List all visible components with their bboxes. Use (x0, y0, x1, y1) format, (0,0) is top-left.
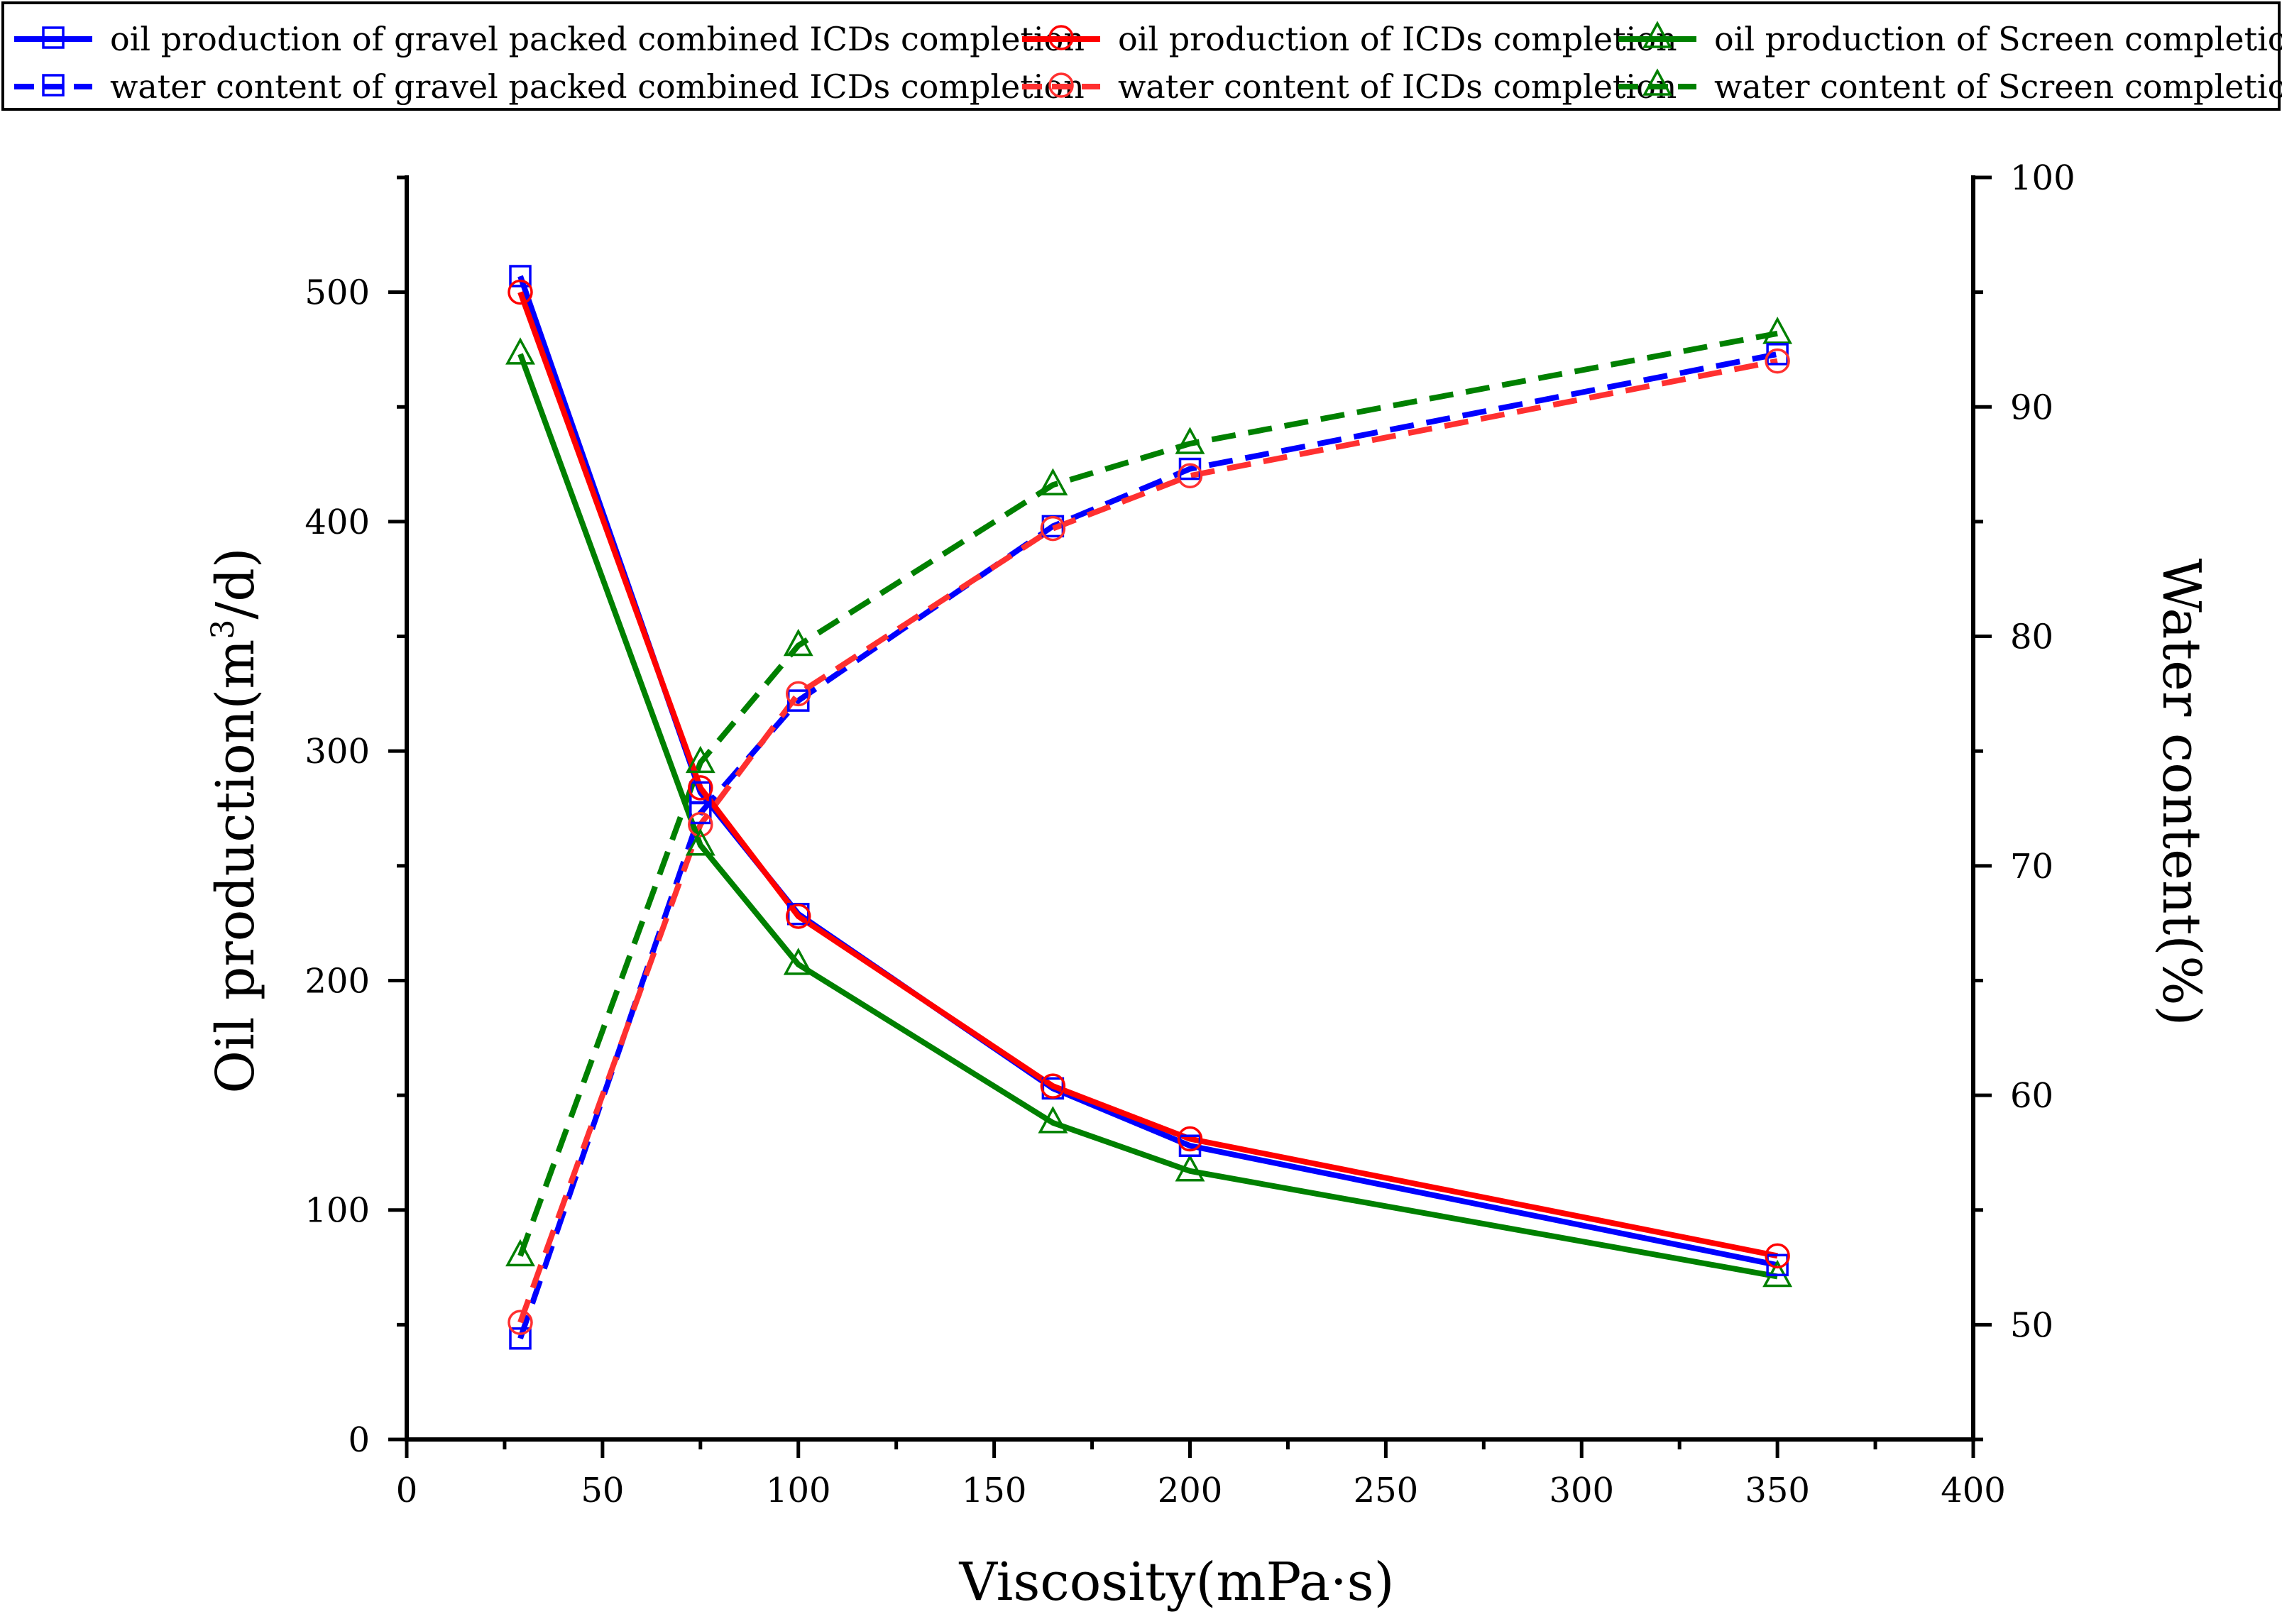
left-tick-label: 200 (305, 961, 370, 1001)
right-tick-label: 60 (2010, 1076, 2053, 1116)
right-tick-label: 70 (2010, 847, 2053, 887)
right-tick-label: 80 (2010, 618, 2053, 657)
legend-marker-6 (1642, 68, 1672, 96)
x-tick-label: 400 (1941, 1471, 2006, 1510)
axes: 0 50 100 150 200 250 300 350 400 0 100 200 300 400 500… (305, 158, 2075, 1510)
data-point-series-6 (1762, 317, 1793, 344)
data-point-series-5 (1765, 348, 1790, 374)
data-point-series-2 (1177, 1126, 1203, 1152)
data-point-series-2 (1040, 1073, 1066, 1099)
data-point-series-6 (505, 1239, 535, 1267)
left-axis-title-sup: 3 (205, 620, 241, 640)
data-point-series-5 (786, 681, 811, 707)
legend-marker-2 (1048, 25, 1074, 50)
legend-marker-3 (1642, 21, 1672, 48)
data-point-series-2 (786, 904, 811, 929)
left-tick-label: 400 (305, 503, 370, 542)
left-axis-title-base: Oil production(m (205, 640, 266, 1094)
right-tick-label: 50 (2010, 1305, 2053, 1345)
left-axis-title-tail: /d) (205, 547, 266, 619)
right-tick-label: 90 (2010, 388, 2053, 427)
right-tick-label: 100 (2010, 158, 2075, 198)
data-point-series-6 (783, 628, 813, 657)
data-point-series-2 (1765, 1243, 1790, 1269)
data-point-series-5 (688, 811, 713, 838)
data-point-series-2 (688, 775, 713, 801)
data-point-series-6 (685, 745, 715, 774)
series-line-2 (517, 291, 1778, 1259)
x-axis-title: Viscosity(mPa·s) (959, 1552, 1395, 1613)
data-point-series-4 (509, 1327, 532, 1350)
data-point-series-3 (505, 337, 535, 365)
legend-label-5: water content of ICDs completion (1118, 67, 1677, 106)
left-tick-label: 0 (348, 1420, 370, 1460)
x-tick-label: 200 (1158, 1471, 1223, 1510)
series-line-6 (517, 330, 1778, 1257)
legend-marker-4 (42, 74, 65, 97)
legend-marker-5 (1048, 72, 1074, 98)
left-tick-label: 300 (305, 732, 370, 772)
data-point-series-3 (685, 828, 715, 856)
x-tick-label: 100 (766, 1471, 831, 1510)
data-point-series-5 (1040, 515, 1066, 542)
x-tick-label: 150 (962, 1471, 1027, 1510)
plot-area (505, 265, 1793, 1350)
x-tick-label: 250 (1354, 1471, 1419, 1510)
right-axis-title: Water content(%) (2151, 559, 2212, 1026)
legend-box (1, 1, 2281, 111)
data-point-series-5 (508, 1310, 533, 1335)
data-point-series-2 (508, 279, 533, 305)
data-point-series-1 (1766, 1253, 1789, 1277)
data-point-series-3 (783, 948, 813, 975)
left-tick-label: 100 (305, 1191, 370, 1231)
series-line-3 (517, 353, 1778, 1280)
data-point-series-1 (509, 265, 532, 287)
legend: oil production of gravel packed combined… (1, 1, 2282, 111)
legend-label-2: oil production of ICDs completion (1118, 20, 1677, 58)
data-point-series-3 (1038, 1106, 1068, 1134)
left-tick-label: 500 (305, 273, 370, 313)
x-tick-label: 350 (1745, 1471, 1810, 1510)
data-point-series-6 (1175, 427, 1205, 454)
left-axis-title: Oil production(m3/d) (205, 547, 266, 1093)
data-point-series-5 (1177, 463, 1203, 489)
x-tick-label: 300 (1549, 1471, 1614, 1510)
data-point-series-6 (1038, 468, 1068, 495)
legend-label-3: oil production of Screen completion (1714, 20, 2282, 58)
legend-label-4: water content of gravel packed combined … (110, 67, 1085, 106)
legend-marker-1 (42, 26, 65, 49)
legend-label-6: water content of Screen completion (1714, 67, 2282, 106)
legend-label-1: oil production of gravel packed combined… (110, 20, 1085, 58)
data-point-series-3 (1175, 1154, 1205, 1182)
x-tick-label: 0 (396, 1471, 418, 1510)
x-tick-label: 50 (581, 1471, 624, 1510)
